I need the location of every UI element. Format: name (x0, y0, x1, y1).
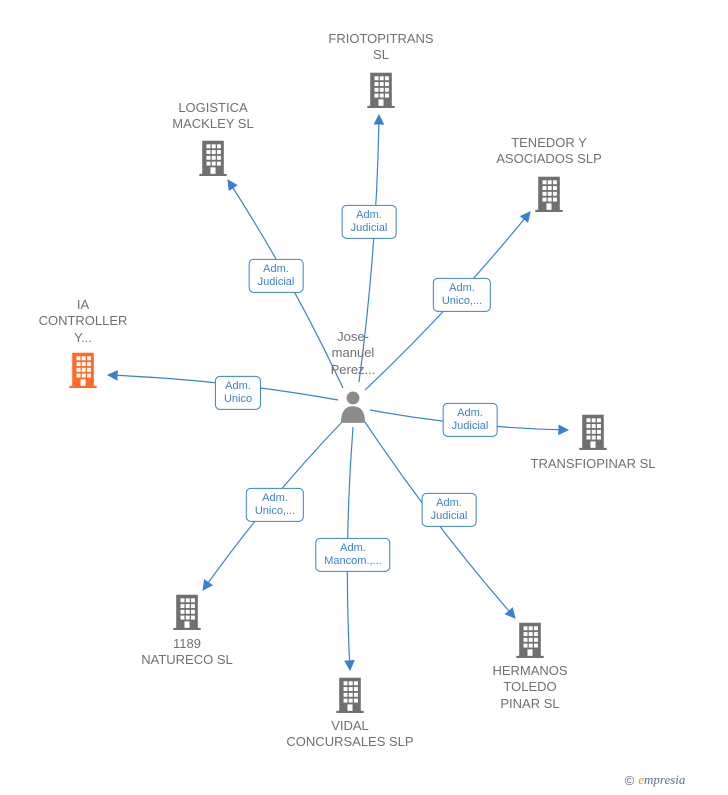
building-icon[interactable] (336, 678, 363, 713)
edge-label: Adm. Unico,... (246, 488, 304, 522)
node-label: HERMANOS TOLEDO PINAR SL (492, 663, 567, 712)
brand-rest: mpresia (644, 772, 685, 787)
building-icon[interactable] (367, 73, 394, 108)
brand-name: empresia (638, 772, 685, 788)
edge-label: Adm. Judicial (443, 403, 498, 437)
node-label: FRIOTOPITRANS SL (328, 31, 433, 64)
node-label: 1189 NATURECO SL (141, 636, 233, 669)
footer-credit: © empresia (625, 772, 686, 788)
node-label: TRANSFIOPINAR SL (531, 456, 656, 472)
diagram-canvas (0, 0, 728, 795)
node-label: VIDAL CONCURSALES SLP (286, 718, 413, 751)
building-icon[interactable] (516, 623, 543, 658)
edge-label: Adm. Mancom.,... (315, 538, 390, 572)
edge-label: Adm. Judicial (422, 493, 477, 527)
edge-label: Adm. Judicial (249, 259, 304, 293)
edge-label: Adm. Unico (215, 376, 261, 410)
node-label: IA CONTROLLER Y... (39, 297, 128, 346)
building-icon[interactable] (173, 595, 200, 630)
edge-label: Adm. Judicial (342, 205, 397, 239)
center-node-label: Jose- manuel Perez... (331, 329, 376, 378)
node-label: LOGISTICA MACKLEY SL (172, 100, 253, 133)
person-icon[interactable] (341, 392, 365, 423)
copyright-symbol: © (625, 773, 635, 788)
building-icon[interactable] (69, 353, 96, 388)
building-icon[interactable] (535, 177, 562, 212)
building-icon[interactable] (579, 415, 606, 450)
node-label: TENEDOR Y ASOCIADOS SLP (496, 135, 601, 168)
edge-label: Adm. Unico,... (433, 278, 491, 312)
building-icon[interactable] (199, 141, 226, 176)
